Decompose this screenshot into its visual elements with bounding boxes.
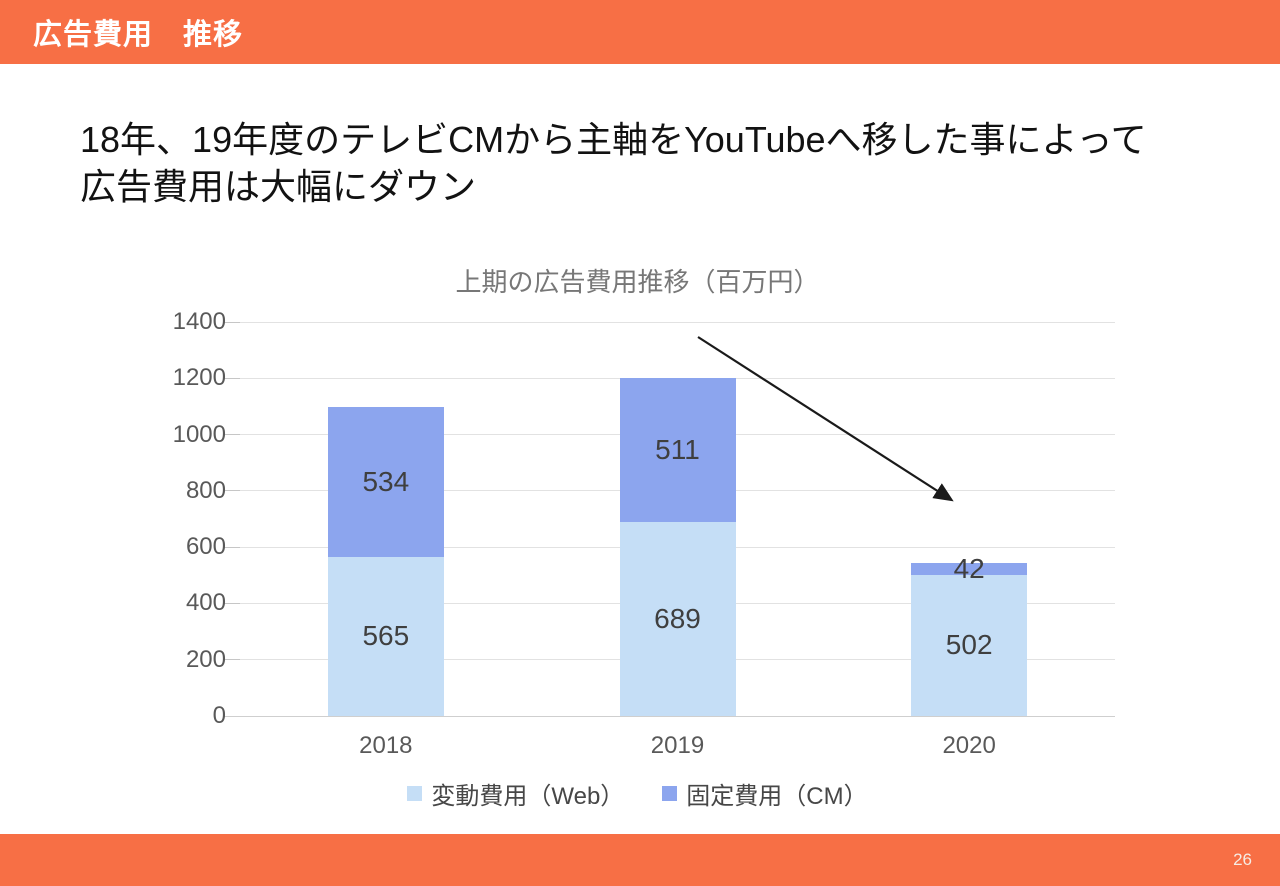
- y-axis-tick: [224, 377, 240, 379]
- footer-bar: 26: [0, 834, 1280, 886]
- legend-swatch-icon: [662, 786, 678, 801]
- y-tick-label: 1400: [172, 308, 226, 335]
- x-tick-label: 2020: [942, 732, 996, 759]
- chart-legend: 変動費用（Web） 固定費用（CM）: [160, 776, 1115, 811]
- y-axis-tick: [224, 546, 240, 548]
- x-tick-label: 2018: [359, 732, 413, 759]
- value-label: 42: [953, 552, 985, 584]
- plot-area: 0 200 400 600 800 1000 1200 1400 565 534 2018 689 51…: [173, 308, 1115, 759]
- value-label: 511: [655, 434, 700, 466]
- bar-segment: [327, 557, 444, 716]
- y-axis-tick: [224, 434, 240, 436]
- legend-label: 変動費用（Web）: [431, 783, 625, 810]
- header-bar: 広告費用 推移: [0, 0, 1280, 64]
- page-title: 広告費用 推移: [33, 19, 244, 51]
- value-label: 534: [362, 465, 410, 497]
- grid-line: [240, 321, 1115, 323]
- y-axis-tick: [224, 602, 240, 604]
- legend-label: 固定費用（CM）: [686, 783, 868, 810]
- bar-segment: [911, 574, 1028, 716]
- chart-title: 上期の広告費用推移（百万円）: [455, 267, 820, 297]
- y-axis-tick: [224, 659, 240, 661]
- bar-segment: [911, 562, 1028, 575]
- lead-text-line-1: 18年、19年度のテレビCMから主軸をYouTubeへ移した事によって: [80, 119, 1147, 160]
- y-tick-label: 1200: [172, 364, 226, 392]
- legend-swatch-icon: [407, 786, 423, 801]
- y-tick-label: 0: [212, 702, 226, 729]
- y-tick-label: 800: [185, 476, 226, 504]
- y-tick-label: 600: [185, 533, 226, 561]
- page-number: 26: [1233, 850, 1252, 869]
- y-tick-label: 200: [185, 645, 226, 673]
- y-axis-tick: [224, 321, 240, 323]
- bar-segment: [327, 406, 444, 557]
- y-axis-tick: [224, 490, 240, 492]
- grid-line: [240, 377, 1115, 379]
- grid-line: [224, 715, 1115, 717]
- value-label: 565: [362, 620, 410, 652]
- value-label: 502: [945, 629, 993, 661]
- x-tick-label: 2019: [650, 732, 705, 759]
- legend-item: 固定費用（CM）: [662, 776, 868, 811]
- legend-item: 変動費用（Web）: [407, 776, 624, 811]
- lead-text: 18年、19年度のテレビCMから主軸をYouTubeへ移した事によって 広告費用…: [80, 116, 1220, 210]
- bar-segment: [619, 522, 736, 716]
- value-label: 689: [654, 603, 701, 635]
- lead-text-line-2: 広告費用は大幅にダウン: [80, 166, 477, 207]
- y-tick-label: 400: [185, 589, 226, 617]
- y-tick-label: 1000: [172, 420, 226, 448]
- chart: 上期の広告費用推移（百万円） 0 200 400 600 800 1000 1200 1400…: [160, 256, 1115, 826]
